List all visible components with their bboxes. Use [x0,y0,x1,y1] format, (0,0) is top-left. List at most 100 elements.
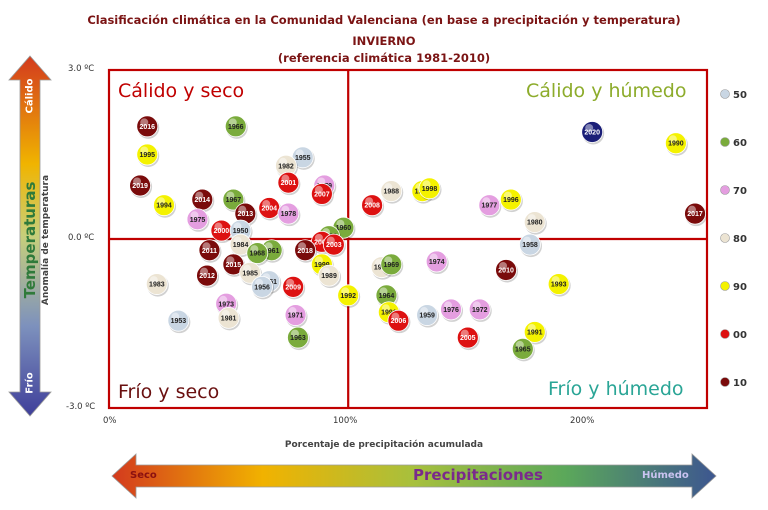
data-point-label: 1964 [379,293,395,300]
data-point-label: 1953 [171,318,187,325]
legend-item-50: 50 [720,89,747,101]
legend-label: 60 [733,138,747,149]
data-point-label: 2007 [314,191,330,198]
data-point-label: 2014 [194,197,210,204]
data-point-label: 1967 [226,197,242,204]
data-point-2008: 2008 [361,194,385,218]
temperature-arrow [8,55,52,417]
data-point-label: 1995 [139,152,155,159]
legend-label: 90 [733,282,747,293]
legend-item-80: 80 [720,233,747,245]
data-point-label: 1981 [221,315,237,322]
data-point-label: 1956 [254,284,270,291]
data-point-1974: 1974 [425,250,449,275]
x-tick-100: 100% [333,416,358,426]
data-point-2016: 2016 [136,115,160,139]
data-point-label: 1992 [340,293,356,300]
data-point-label: 1973 [218,301,234,308]
y-axis-label: Anomalía de temperatura [41,174,51,306]
data-point-2010: 2010 [495,259,519,283]
data-point-2020: 2020 [581,121,605,145]
temperature-arrow-hot: Cálido [24,78,36,114]
y-tick-top: 3.0 ºC [68,64,95,74]
data-point-2000: 2000 [210,219,234,244]
data-point-1991: 1991 [523,321,547,345]
data-point-label: 1988 [383,189,399,196]
data-point-1978: 1978 [277,202,301,227]
data-point-1981: 1981 [217,306,241,331]
data-point-1994: 1994 [153,194,177,218]
data-point-2003: 2003 [322,233,346,258]
data-point-label: 1959 [419,313,435,320]
data-point-label: 1989 [321,273,337,280]
data-point-1971: 1971 [284,304,308,328]
data-point-label: 2000 [214,228,230,235]
data-point-1972: 1972 [468,298,492,322]
legend-item-60: 60 [720,137,747,149]
x-axis-label: Porcentaje de precipitación acumulada [284,440,484,450]
legend-item-10: 10 [720,377,747,389]
data-point-1998: 1998 [418,177,442,201]
quadrant-label-cold-dry: Frío y seco [118,381,220,403]
legend-label: 70 [733,186,747,197]
quadrant-label-warm-dry: Cálido y seco [118,80,245,102]
data-point-1976: 1976 [440,298,464,322]
data-point-1988: 1988 [380,180,404,204]
data-point-label: 2005 [460,335,476,342]
data-point-1983: 1983 [145,273,169,297]
data-point-label: 2015 [226,262,242,269]
legend-label: 10 [733,378,747,389]
data-point-label: 1980 [527,220,543,227]
data-point-label: 1950 [233,228,249,235]
data-point-2001: 2001 [277,171,301,196]
data-point-1993: 1993 [547,273,571,297]
data-point-label: 2018 [297,248,313,255]
data-point-label: 1969 [383,262,399,269]
data-point-label: 1993 [551,282,567,289]
precipitation-arrow-dry: Seco [130,470,157,481]
data-point-1956: 1956 [251,275,275,300]
data-point-label: 2001 [281,180,297,187]
quadrant-label-cold-wet: Frío y húmedo [548,378,684,400]
precipitation-arrow-wet: Húmedo [642,470,689,481]
data-point-label: 2009 [285,284,301,291]
data-point-label: 1968 [250,251,266,258]
data-point-label: 1963 [290,335,306,342]
legend-item-70: 70 [720,185,747,197]
data-point-1959: 1959 [416,304,440,328]
data-point-1965: 1965 [511,337,535,362]
data-point-1967: 1967 [222,188,246,213]
data-point-label: 1984 [233,242,249,249]
data-point-label: 2004 [261,206,277,213]
data-point-label: 1990 [668,141,684,148]
data-point-1963: 1963 [287,326,310,351]
data-point-label: 1983 [149,282,165,289]
legend-item-90: 90 [720,281,747,293]
data-point-1990: 1990 [665,132,688,156]
data-point-2004: 2004 [258,197,282,221]
data-point-label: 1958 [522,242,538,249]
data-point-2018: 2018 [294,239,318,263]
x-tick-200: 200% [570,416,595,426]
data-point-label: 1985 [242,270,258,277]
data-point-label: 1960 [336,225,352,232]
data-point-label: 1976 [443,307,459,314]
data-point-label: 1971 [288,313,304,320]
data-point-label: 1977 [482,203,498,210]
data-point-label: 1972 [472,307,488,314]
data-point-2011: 2011 [198,239,222,263]
temperature-arrow-label: Temperaturas [21,181,39,299]
x-tick-0: 0% [103,416,117,426]
data-point-1996: 1996 [499,188,523,213]
data-point-label: 1975 [190,217,206,224]
data-point-1966: 1966 [224,115,248,139]
data-point-label: 2019 [132,183,148,190]
data-point-label: 2010 [498,267,514,274]
temperature-arrow-cold: Frío [24,372,36,394]
chart-title: Clasificación climática en la Comunidad … [87,13,681,27]
legend-label: 00 [733,330,747,341]
data-point-2017: 2017 [684,202,708,227]
data-point-2006: 2006 [387,309,411,334]
legend-label: 50 [733,90,747,101]
